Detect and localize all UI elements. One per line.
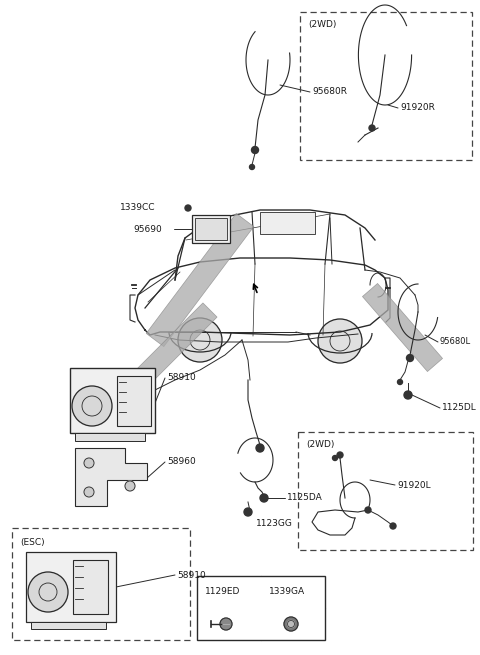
Bar (70, 368, 155, 433)
Circle shape (185, 205, 191, 211)
Circle shape (28, 572, 68, 612)
Circle shape (250, 164, 254, 170)
Text: (2WD): (2WD) (308, 20, 336, 29)
Circle shape (390, 523, 396, 529)
Bar (31, 622, 106, 629)
Bar (260, 212, 315, 234)
Circle shape (178, 318, 222, 362)
Text: 95690: 95690 (133, 225, 162, 233)
Text: 58910: 58910 (167, 373, 196, 383)
Circle shape (407, 354, 413, 362)
Circle shape (337, 452, 343, 458)
Bar (192, 215, 230, 243)
Text: 91920R: 91920R (400, 103, 435, 113)
Circle shape (318, 319, 362, 363)
Text: 58960: 58960 (167, 457, 196, 466)
Circle shape (220, 618, 232, 630)
Text: 1339CC: 1339CC (120, 204, 156, 212)
Circle shape (404, 391, 412, 399)
Circle shape (84, 458, 94, 468)
Text: 95680R: 95680R (312, 88, 347, 96)
Circle shape (333, 455, 337, 460)
Bar (12, 528, 190, 640)
Bar (73, 560, 108, 614)
Text: (2WD): (2WD) (306, 441, 335, 449)
Text: 91920L: 91920L (397, 481, 431, 489)
Circle shape (260, 494, 268, 502)
Polygon shape (123, 303, 217, 397)
Text: 1129ED: 1129ED (205, 588, 240, 597)
Circle shape (288, 620, 295, 627)
Circle shape (365, 507, 371, 513)
Bar (197, 576, 325, 640)
Text: (ESC): (ESC) (20, 538, 45, 546)
Circle shape (256, 444, 264, 452)
Polygon shape (146, 214, 254, 346)
Bar (298, 432, 473, 550)
Circle shape (84, 487, 94, 497)
Circle shape (252, 147, 259, 153)
Polygon shape (362, 284, 443, 371)
Circle shape (244, 508, 252, 516)
Circle shape (284, 617, 298, 631)
Circle shape (72, 386, 112, 426)
Bar (117, 376, 151, 426)
Text: 1123GG: 1123GG (256, 519, 293, 527)
Text: 1125DL: 1125DL (442, 403, 477, 413)
Circle shape (397, 379, 403, 384)
Text: 1125DA: 1125DA (287, 493, 323, 502)
Text: 58910: 58910 (177, 571, 206, 580)
Circle shape (125, 481, 135, 491)
Text: 1339GA: 1339GA (269, 588, 305, 597)
Bar (75, 433, 145, 441)
Polygon shape (75, 448, 147, 506)
Text: 95680L: 95680L (440, 337, 471, 346)
Bar (300, 12, 472, 160)
Bar (195, 218, 227, 240)
Bar (26, 552, 116, 622)
Circle shape (369, 125, 375, 131)
